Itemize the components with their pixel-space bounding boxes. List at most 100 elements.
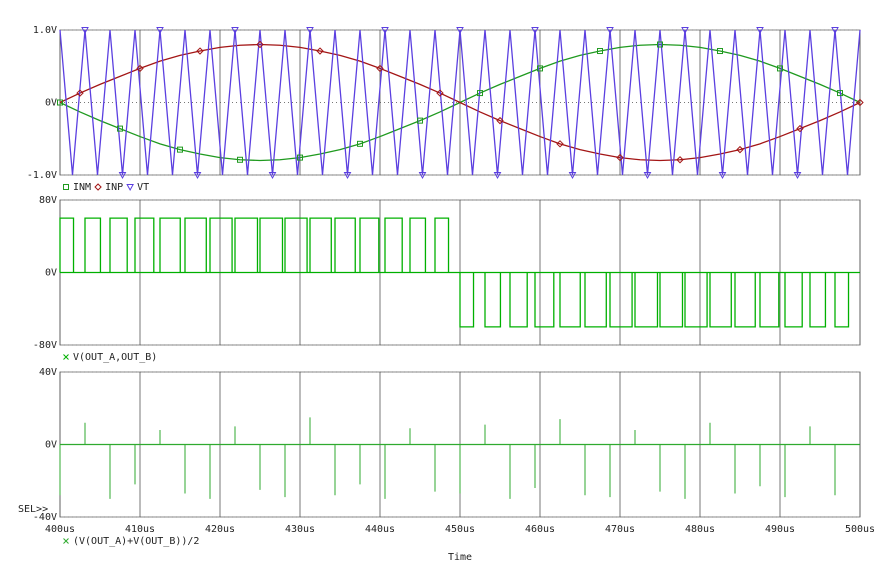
y-tick-label: 40V [39,367,57,378]
x-tick-label: 400us [45,524,75,535]
pulse [434,217,450,273]
marker [316,47,324,55]
marker [718,172,727,180]
marker [456,27,464,35]
pulse [834,272,850,328]
pulse [259,217,284,273]
marker [63,184,69,190]
marker [126,184,134,192]
marker [493,172,502,180]
marker [616,153,624,162]
marker [436,89,444,97]
marker [597,48,603,55]
pulse [559,272,581,328]
marker [118,172,127,180]
marker [76,89,84,97]
pulse [784,272,803,328]
legend-label: VT [137,182,149,193]
marker [676,156,684,164]
plot-area [59,417,860,499]
legend-label: V(OUT_A,OUT_B) [73,352,157,363]
marker [343,172,352,180]
marker [796,124,804,133]
pulse [209,217,233,273]
marker [606,27,614,35]
y-tick-label: 1.0V [33,25,57,36]
pulse [584,272,607,328]
x-tick-label: 460us [525,524,555,535]
marker [63,538,69,544]
plot-area [59,217,860,328]
legend-label: INP [105,182,123,193]
x-tick-label: 410us [125,524,155,535]
marker [831,27,839,35]
marker [231,27,239,35]
marker [681,27,689,35]
plot-area [59,29,861,176]
pulse [334,217,356,273]
marker [856,98,864,107]
legend-label: (V(OUT_A)+V(OUT_B))/2 [73,536,199,547]
marker [756,27,764,35]
marker [717,48,723,55]
pulse [84,217,102,273]
marker [196,47,204,55]
x-tick-label: 500us [845,524,875,535]
marker [306,27,314,35]
marker [256,40,264,49]
x-tick-label: 480us [685,524,715,535]
marker [531,27,539,35]
pulse [459,272,475,328]
marker [357,140,363,147]
marker [94,183,102,191]
marker [376,64,384,73]
pulse [734,272,756,328]
pulse [109,217,128,273]
legend-label: INM [73,182,91,193]
pulse [484,272,502,328]
pulse [709,272,732,328]
marker [117,125,123,132]
pulse [159,217,181,273]
marker [556,140,564,148]
marker [237,156,243,163]
y-tick-label: 0V [45,268,57,279]
x-tick-label: 450us [445,524,475,535]
marker [63,354,69,360]
pulse [684,272,708,328]
series-line [59,29,861,176]
pulse [409,217,427,273]
pulse [384,217,403,273]
x-tick-label: 490us [765,524,795,535]
x-tick-label: 470us [605,524,635,535]
y-tick-label: -80V [33,340,57,351]
x-tick-label: 420us [205,524,235,535]
marker [136,64,144,73]
marker [736,145,744,154]
marker [657,41,663,48]
pulse [609,272,633,328]
marker [777,65,783,72]
marker [177,146,183,153]
marker [381,27,389,35]
pulse [59,217,75,273]
marker [81,27,89,35]
marker [537,65,543,72]
pulse [284,217,308,273]
pulse [534,272,555,328]
selector-label: SEL>> [18,504,48,515]
marker [156,27,164,35]
marker [793,172,802,180]
x-tick-label: 430us [285,524,315,535]
marker [268,172,277,180]
y-tick-label: -40V [33,512,57,523]
y-tick-label: -1.0V [27,170,57,181]
marker [297,154,303,161]
pulse [234,217,259,273]
marker [57,99,63,106]
marker [417,117,423,124]
marker [496,116,504,125]
pulse [509,272,528,328]
y-tick-label: 0V [45,98,57,109]
